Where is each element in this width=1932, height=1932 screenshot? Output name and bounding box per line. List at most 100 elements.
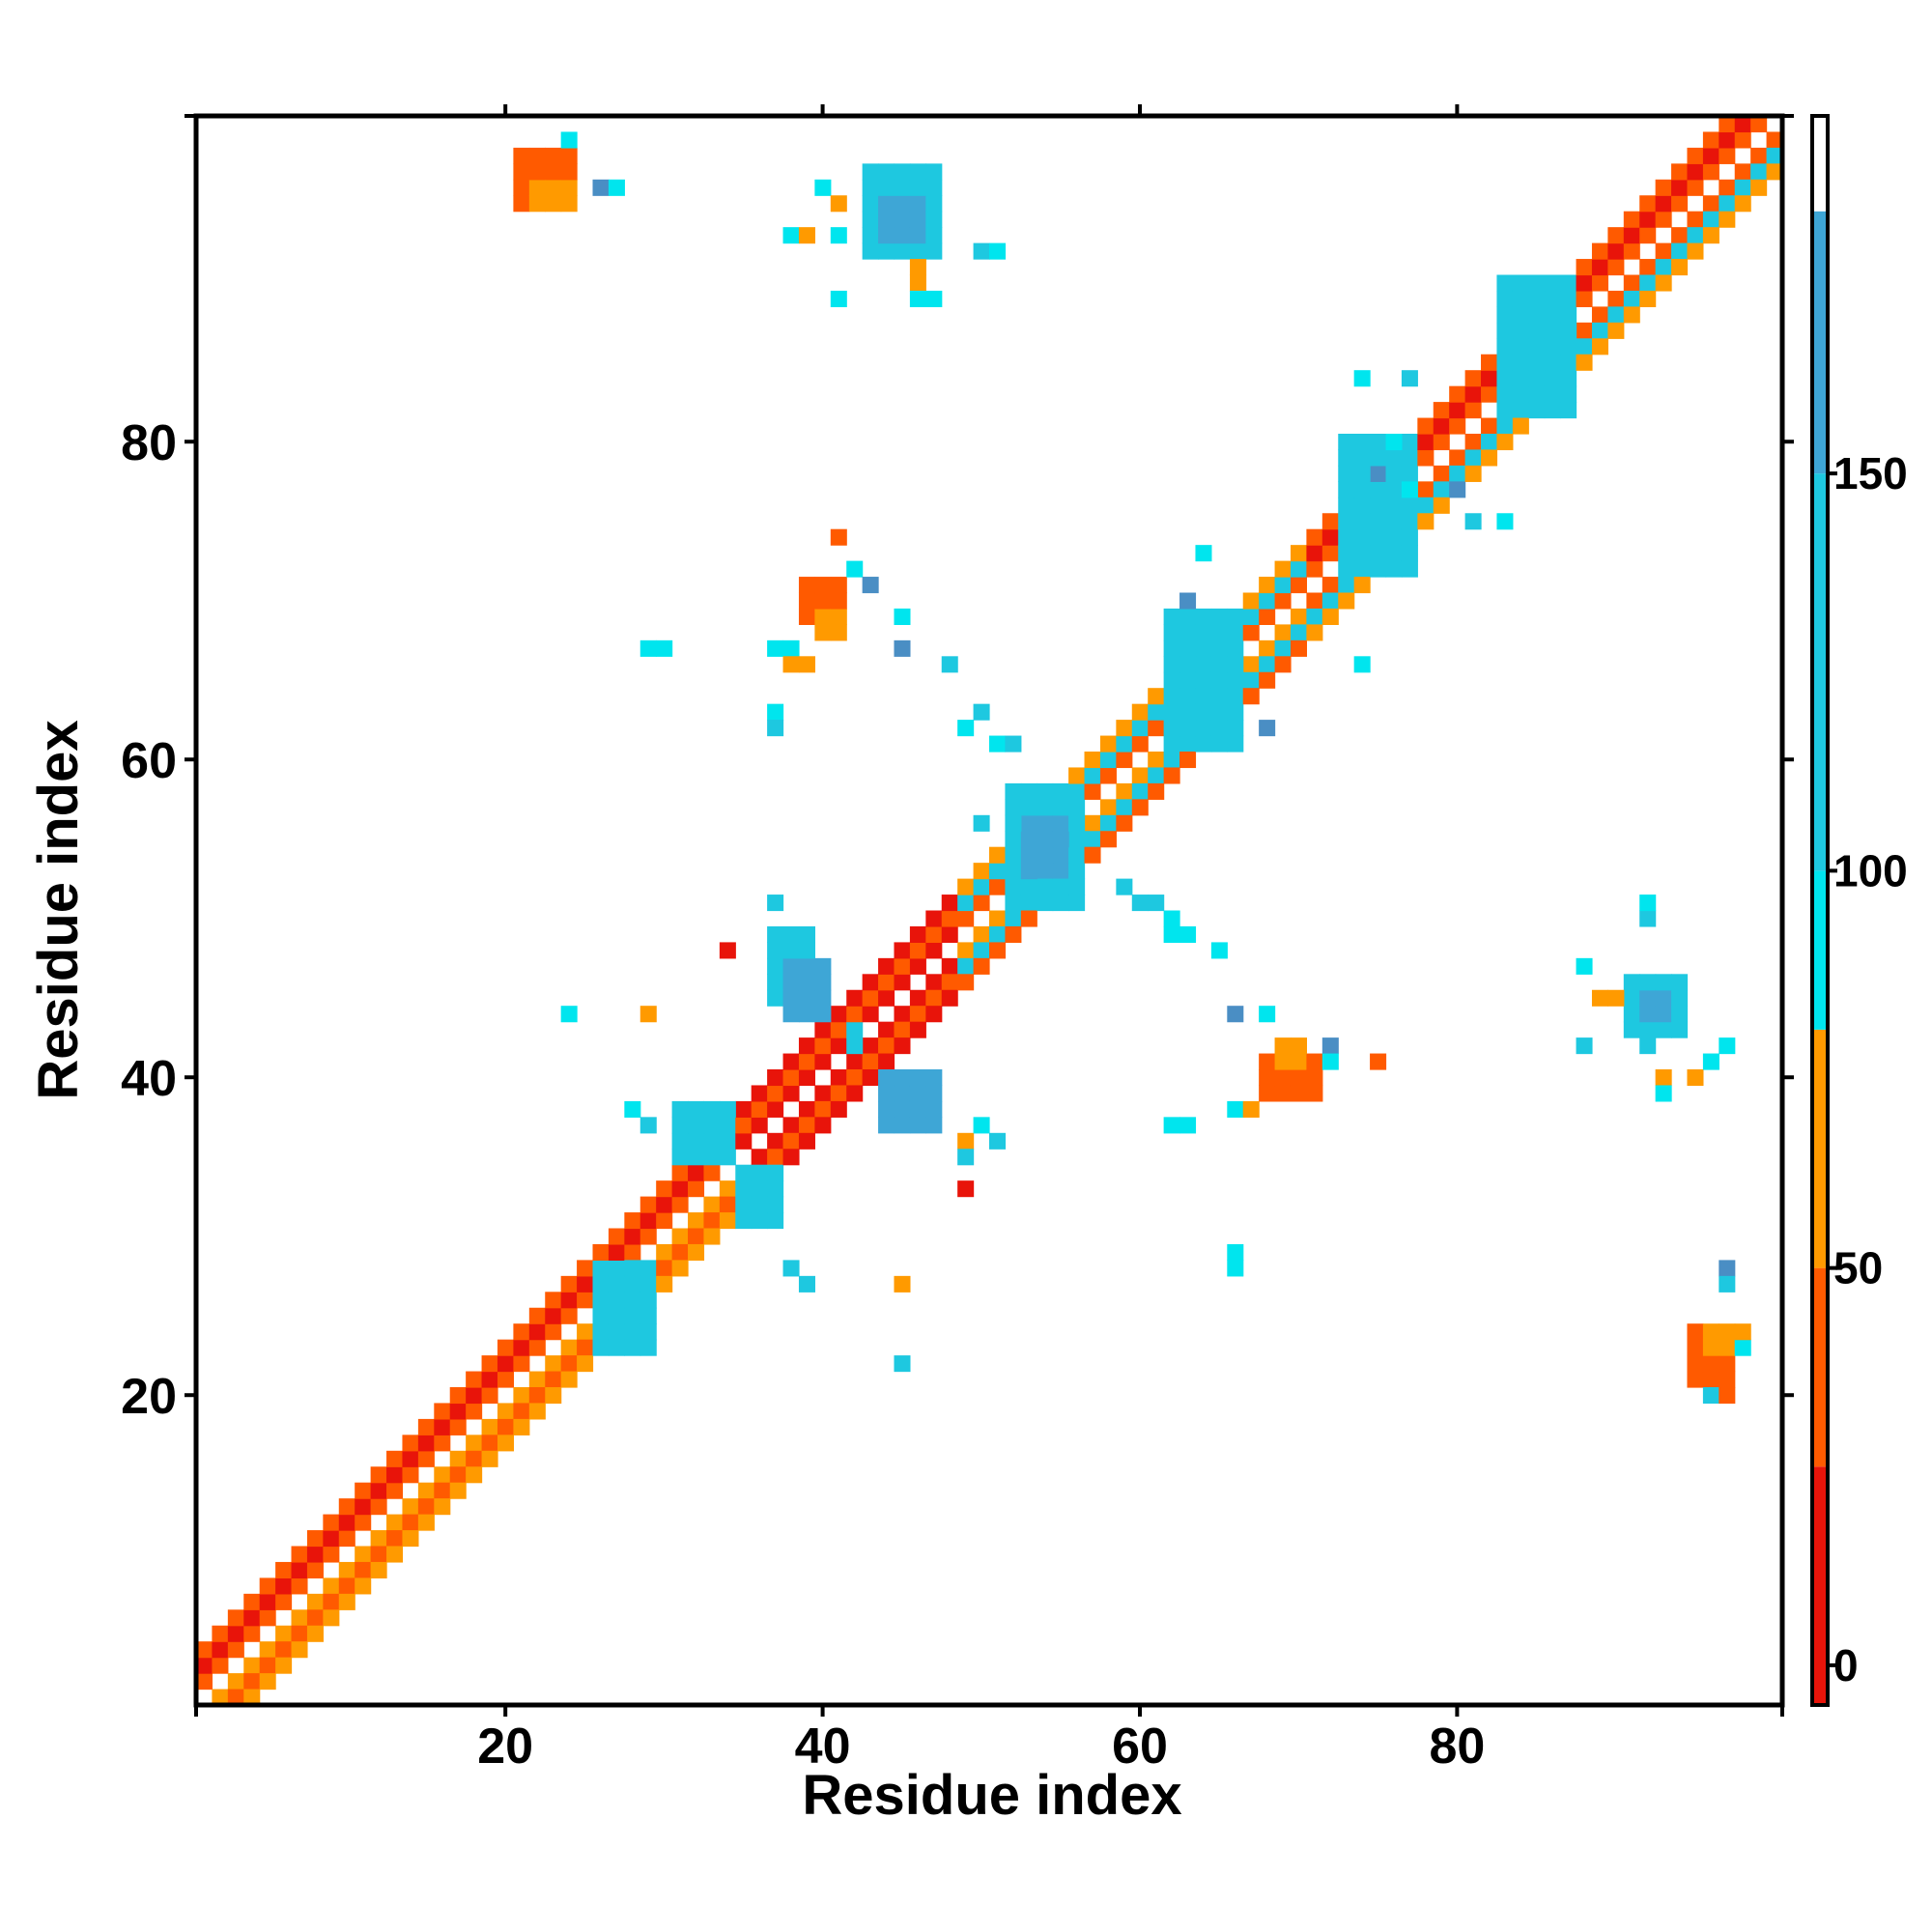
- heatmap-cell: [1274, 560, 1292, 578]
- heatmap-cell: [767, 1212, 784, 1230]
- heatmap-cell: [1464, 513, 1482, 530]
- heatmap-cell: [814, 957, 832, 975]
- heatmap-cell: [782, 942, 800, 959]
- heatmap-cell: [1655, 259, 1672, 276]
- heatmap-cell: [1639, 895, 1657, 912]
- heatmap-cell: [1719, 1323, 1736, 1341]
- heatmap-cell: [909, 1117, 926, 1134]
- heatmap-cell: [957, 1132, 975, 1150]
- heatmap-cell: [275, 1641, 293, 1659]
- heatmap-cell: [1623, 274, 1640, 292]
- heatmap-cell: [1734, 116, 1751, 133]
- heatmap-cell: [212, 1625, 229, 1642]
- heatmap-cell: [719, 1180, 736, 1198]
- heatmap-cell: [671, 1228, 689, 1245]
- heatmap-cell: [1544, 385, 1561, 403]
- heatmap-cell: [1195, 720, 1212, 737]
- heatmap-cell: [878, 227, 895, 244]
- heatmap-cell: [1655, 242, 1672, 260]
- heatmap-cell: [1639, 910, 1657, 927]
- heatmap-cell: [1353, 545, 1371, 562]
- heatmap-cell: [798, 1132, 815, 1150]
- x-tick-label: 40: [795, 1719, 851, 1775]
- heatmap-cell: [1068, 767, 1086, 784]
- heatmap-cell: [1148, 752, 1165, 769]
- heatmap-cell: [1274, 1069, 1292, 1087]
- heatmap-cell: [434, 1435, 451, 1452]
- heatmap-cell: [212, 1689, 229, 1706]
- heatmap-cell: [1210, 624, 1228, 641]
- heatmap-cell: [957, 974, 975, 991]
- heatmap-cell: [1163, 671, 1180, 689]
- heatmap-cell: [1719, 116, 1736, 133]
- heatmap-cell: [624, 1307, 641, 1324]
- heatmap-cell: [814, 624, 832, 641]
- heatmap-cell: [608, 1275, 625, 1293]
- heatmap-cell: [719, 1196, 736, 1213]
- heatmap-cell: [1671, 974, 1689, 991]
- heatmap-cell: [1052, 831, 1069, 848]
- heatmap-cell: [894, 1275, 911, 1293]
- heatmap-cell: [291, 1546, 308, 1563]
- heatmap-cell: [1560, 370, 1577, 387]
- heatmap-cell: [1481, 354, 1498, 371]
- heatmap-cell: [862, 195, 879, 213]
- heatmap-cell: [751, 1085, 768, 1102]
- heatmap-cell: [1401, 449, 1418, 467]
- heatmap-cell: [592, 1307, 610, 1324]
- heatmap-cell: [1210, 942, 1228, 959]
- heatmap-cell: [1005, 863, 1022, 880]
- heatmap-cell: [1560, 322, 1577, 339]
- heatmap-cell: [1163, 703, 1180, 721]
- heatmap-cell: [1259, 656, 1276, 673]
- heatmap-cell: [243, 1609, 261, 1627]
- heatmap-cell: [782, 1069, 800, 1087]
- heatmap-cell: [1544, 322, 1561, 339]
- heatmap-cell: [513, 163, 530, 181]
- heatmap-cell: [909, 1006, 926, 1023]
- heatmap-cell: [862, 989, 879, 1007]
- heatmap-cell: [1227, 671, 1244, 689]
- heatmap-cell: [798, 942, 815, 959]
- heatmap-cell: [973, 242, 990, 260]
- heatmap-cell: [973, 925, 990, 943]
- heatmap-cell: [338, 1498, 355, 1516]
- heatmap-cell: [1163, 608, 1180, 625]
- heatmap-cell: [830, 624, 847, 641]
- heatmap-cell: [671, 1180, 689, 1198]
- heatmap-cell: [1401, 481, 1418, 498]
- heatmap-cell: [1655, 274, 1672, 292]
- heatmap-cell: [751, 1100, 768, 1118]
- heatmap-cell: [1005, 799, 1022, 816]
- heatmap-cell: [1148, 895, 1165, 912]
- heatmap-cell: [466, 1450, 483, 1467]
- heatmap-cell: [1655, 1069, 1672, 1087]
- heatmap-cell: [1274, 656, 1292, 673]
- heatmap-cell: [1163, 624, 1180, 641]
- heatmap-cell: [1734, 179, 1751, 196]
- heatmap-cell: [1464, 465, 1482, 482]
- heatmap-cell: [481, 1371, 498, 1388]
- heatmap-cell: [925, 163, 943, 181]
- heatmap-cell: [402, 1498, 419, 1516]
- heatmap-cell: [894, 195, 911, 213]
- heatmap-cell: [291, 1641, 308, 1659]
- heatmap-cell: [1702, 147, 1719, 164]
- heatmap-cell: [1496, 434, 1514, 451]
- heatmap-cell: [1401, 465, 1418, 482]
- heatmap-cell: [1481, 385, 1498, 403]
- heatmap-cell: [1639, 195, 1657, 213]
- heatmap-cell: [814, 179, 832, 196]
- heatmap-cell: [1544, 290, 1561, 307]
- heatmap-cell: [688, 1132, 705, 1150]
- heatmap-cell: [449, 1418, 467, 1435]
- heatmap-cell: [1306, 1085, 1323, 1102]
- heatmap-cell: [767, 1149, 784, 1166]
- heatmap-cell: [624, 1323, 641, 1341]
- heatmap-cell: [1099, 767, 1117, 784]
- heatmap-cell: [862, 974, 879, 991]
- heatmap-cell: [798, 1069, 815, 1087]
- heatmap-cell: [1639, 974, 1657, 991]
- heatmap-cell: [1671, 195, 1689, 213]
- heatmap-cell: [1163, 752, 1180, 769]
